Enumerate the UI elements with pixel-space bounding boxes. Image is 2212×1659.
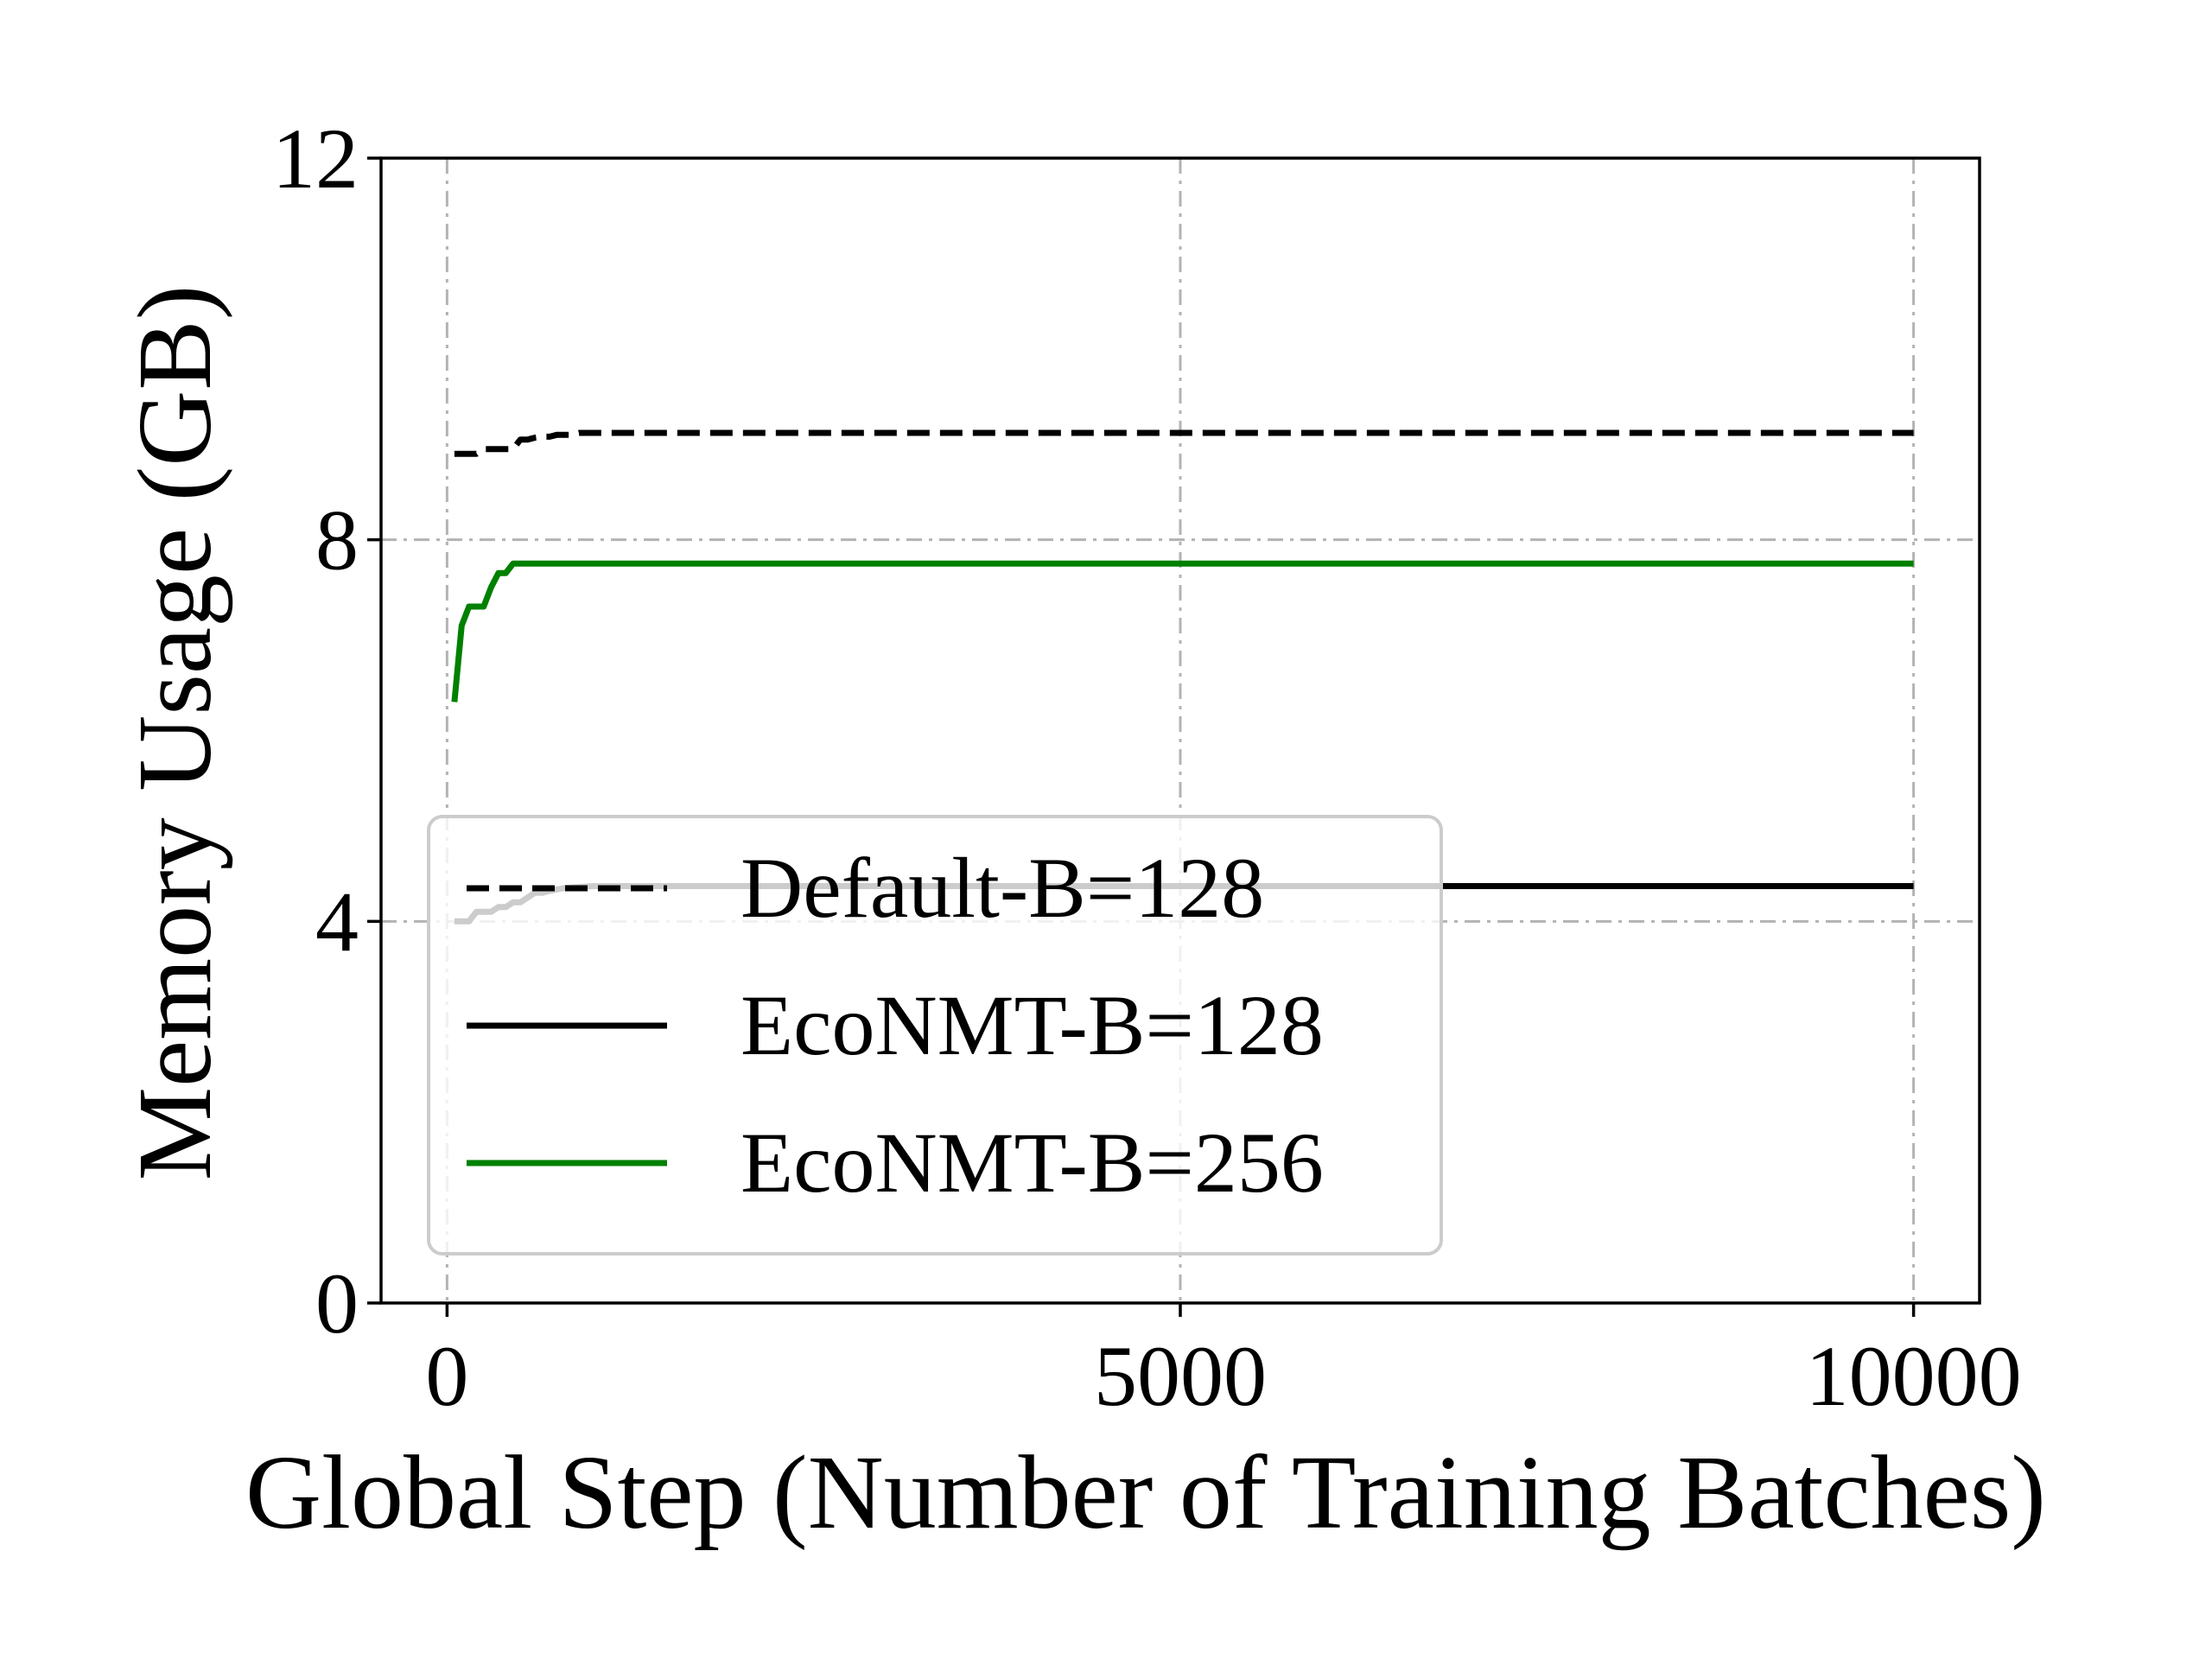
series-line-econmt-b-256	[451, 560, 1914, 702]
legend-label: Default-B=128	[741, 840, 1264, 936]
legend-items: Default-B=128 EcoNMT-B=128 EcoNMT-B=256	[467, 840, 1324, 1211]
y-tick-label: 8	[315, 493, 359, 588]
legend: Default-B=128 EcoNMT-B=128 EcoNMT-B=256	[427, 815, 1443, 1255]
series-line-default-b-128	[454, 429, 1914, 457]
x-axis-title: Global Step (Number of Training Batches)	[245, 1434, 2046, 1551]
legend-label: EcoNMT-B=128	[741, 977, 1324, 1073]
y-tick-label: 4	[315, 874, 359, 969]
y-tick-label: 12	[272, 111, 359, 207]
axis-ticks: 0 5000 10000 0 4 8 12	[272, 111, 2022, 1424]
y-tick-label: 0	[315, 1255, 359, 1351]
x-tick-label: 10000	[1806, 1328, 2022, 1424]
x-tick-label: 5000	[1094, 1328, 1267, 1424]
y-axis-title: Memory Usage (GB)	[117, 285, 233, 1181]
x-tick-label: 0	[425, 1328, 468, 1424]
legend-label: EcoNMT-B=256	[741, 1115, 1324, 1211]
legend-box	[427, 815, 1443, 1255]
